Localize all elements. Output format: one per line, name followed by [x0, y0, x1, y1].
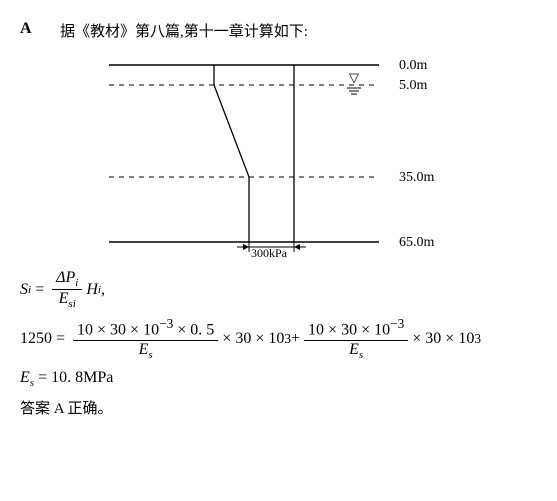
- eq2-t1-den-var: E: [139, 341, 149, 358]
- soil-diagram: ▽ 300kPa 0.0m 5.0m 35.0m 65.0m: [99, 47, 459, 257]
- eq2-t1-mult-exp: 3: [284, 331, 291, 347]
- eq2-t1-num: 10 × 30 × 10: [77, 322, 159, 339]
- eq2-t2-den-var: E: [349, 341, 359, 358]
- eq1-tail-var: H: [86, 281, 98, 299]
- eq3-value: = 10. 8MPa: [34, 369, 113, 386]
- equation-1250: 1250 = 10 × 30 × 10−3 × 0. 5 Es × 30 × 1…: [20, 316, 537, 361]
- figure-container: ▽ 300kPa 0.0m 5.0m 35.0m 65.0m: [20, 47, 537, 257]
- eq2-t1-exp: −3: [159, 316, 173, 331]
- depth-35: 35.0m: [399, 170, 435, 185]
- eq2-t1-den-sub: s: [148, 349, 152, 361]
- eq3-var: E: [20, 369, 30, 386]
- eq2-t2-den-sub: s: [359, 349, 363, 361]
- eq2-t1-mult: × 30 × 10: [222, 330, 284, 348]
- eq2-lhs: 1250: [20, 330, 52, 348]
- depth-65: 65.0m: [399, 235, 435, 250]
- eq2-plus: +: [291, 330, 300, 348]
- eq-sign: =: [31, 281, 48, 299]
- dim-arrow-r: [294, 244, 300, 250]
- eq2-t2-exp: −3: [390, 316, 404, 331]
- bottom-pressure-label: 300kPa: [251, 246, 288, 257]
- depth-0: 0.0m: [399, 58, 428, 73]
- eq1-comma: ,: [101, 281, 105, 299]
- answer-label: A: [20, 20, 60, 38]
- water-symbol: ▽: [349, 70, 359, 85]
- eq2-frac2: 10 × 30 × 10−3 Es: [304, 316, 408, 361]
- equation-es: Es = 10. 8MPa: [20, 369, 537, 389]
- dim-arrow-l: [243, 244, 249, 250]
- eq1-den-sub: si: [68, 298, 75, 310]
- eq2-t1-tail: × 0. 5: [173, 322, 214, 339]
- eq1-num-var: ΔP: [56, 269, 75, 286]
- eq1-lhs-var: S: [20, 281, 28, 299]
- eq1-frac: ΔPi Esi: [52, 269, 82, 310]
- eq1-num-sub: i: [75, 277, 78, 289]
- header-text: 据《教材》第八篇,第十一章计算如下:: [60, 20, 308, 41]
- eq2-t2-mult-exp: 3: [474, 331, 481, 347]
- eq2-t2-num: 10 × 30 × 10: [308, 322, 390, 339]
- equation-si: Si = ΔPi Esi Hi ,: [20, 269, 537, 310]
- depth-5: 5.0m: [399, 78, 428, 93]
- eq1-den-var: E: [59, 290, 69, 307]
- taper-left: [214, 85, 249, 177]
- eq-sign-2: =: [52, 330, 69, 348]
- eq2-t2-mult: × 30 × 10: [412, 330, 474, 348]
- answer-text: 答案 A 正确。: [20, 397, 537, 418]
- header-line: A 据《教材》第八篇,第十一章计算如下:: [20, 20, 537, 41]
- eq2-frac1: 10 × 30 × 10−3 × 0. 5 Es: [73, 316, 218, 361]
